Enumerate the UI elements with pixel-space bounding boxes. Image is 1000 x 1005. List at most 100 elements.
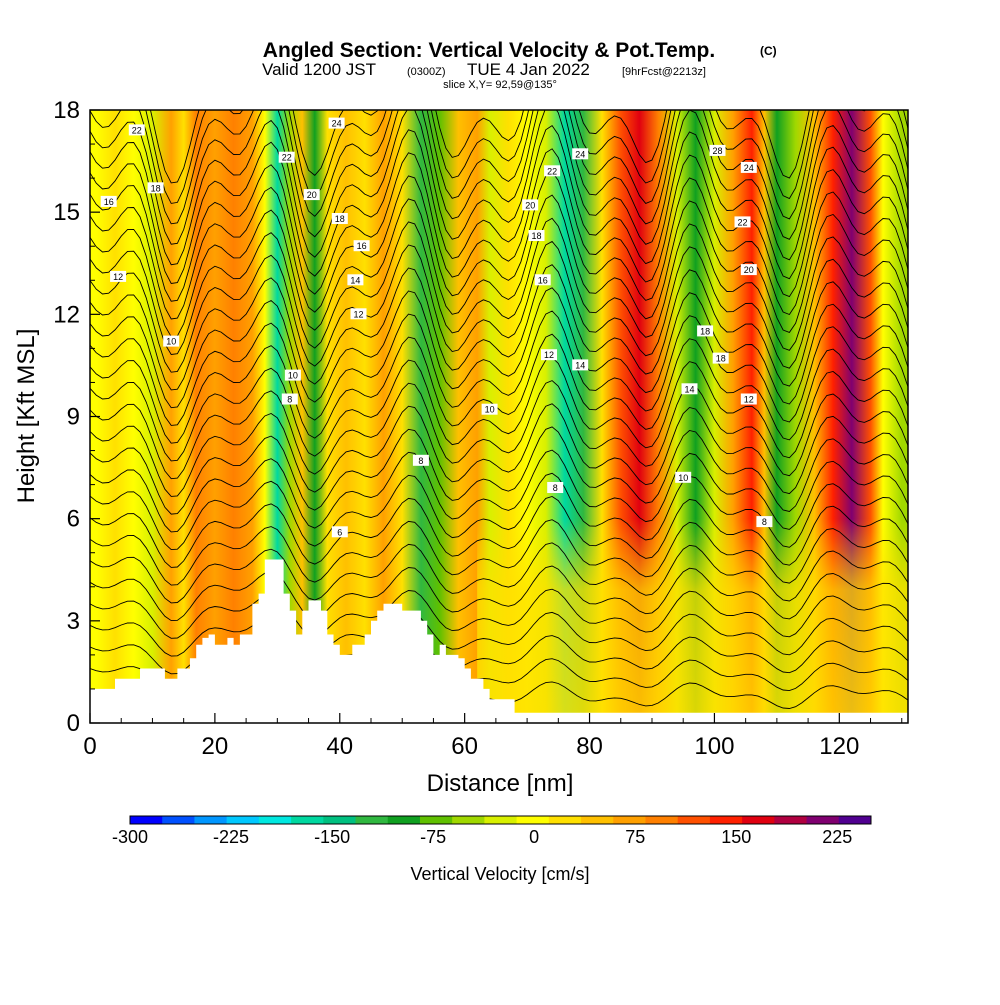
y-tick-label: 0 [67, 710, 80, 737]
contour-label: 12 [740, 393, 757, 405]
x-tick-label: 60 [451, 733, 478, 760]
contour-label: 18 [697, 325, 714, 337]
contour-label-text: 22 [282, 153, 292, 163]
contour-label-bg [528, 230, 545, 241]
colorbar-swatch [291, 816, 324, 824]
pot-temp-isentrope [150, 110, 908, 184]
colorbar-swatch [484, 816, 518, 824]
pot-temp-isentrope [90, 194, 908, 338]
colorbar-swatch [806, 816, 840, 824]
contour-label: 10 [675, 471, 692, 483]
y-tick-label: 6 [67, 506, 80, 533]
terrain-mask [90, 559, 908, 723]
contour-label: 24 [328, 117, 345, 129]
contour-label: 22 [128, 124, 145, 136]
valid-time-label: Valid 1200 JST [262, 60, 376, 79]
pot-temp-isentrope [90, 217, 908, 355]
contour-label-text: 20 [744, 265, 754, 275]
contour-label-bg [412, 454, 429, 466]
contour-label-text: 8 [762, 517, 767, 527]
pot-temp-isentrope [90, 110, 908, 225]
contour-label-bg [697, 325, 714, 337]
contour-label: 16 [534, 274, 551, 286]
contour-label: 20 [522, 199, 539, 211]
contour-label-bg [740, 264, 757, 276]
contour-label-text: 14 [684, 384, 694, 394]
contour-label-text: 8 [287, 395, 292, 405]
x-tick-label: 0 [83, 733, 96, 760]
contour-label-bg [350, 308, 367, 320]
contour-label-text: 28 [712, 146, 722, 156]
pot-temp-isentrope [90, 240, 908, 373]
y-tick-label: 3 [67, 608, 80, 635]
pot-temp-isentrope [90, 333, 908, 444]
contour-label-bg [281, 393, 298, 405]
contour-label: 20 [740, 264, 757, 276]
pot-temp-isentrope [90, 264, 908, 391]
contour-label-bg [572, 359, 589, 371]
colorbar-swatch [774, 816, 808, 824]
contour-label-bg [303, 189, 320, 201]
contour-label-bg [284, 369, 301, 381]
colorbar-swatch [355, 816, 389, 824]
contour-label-bg [347, 274, 364, 286]
contour-label-text: 12 [744, 395, 754, 405]
colorbar-tick-label: -225 [213, 827, 249, 847]
colorbar-tick-label: 0 [529, 827, 539, 847]
contour-label-text: 18 [335, 214, 345, 224]
y-tick-label: 12 [53, 301, 80, 328]
contour-label-text: 12 [353, 309, 363, 319]
colorbar-tick-label: 150 [721, 827, 751, 847]
contour-label-bg [331, 526, 348, 538]
contour-label-text: 18 [716, 354, 726, 364]
contour-label: 22 [544, 165, 561, 177]
contour-label-bg [675, 471, 692, 483]
pot-temp-isentrope [90, 496, 908, 568]
contour-label: 8 [547, 482, 564, 493]
colorbar-swatch [838, 816, 872, 824]
contour-label: 28 [709, 144, 726, 156]
pot-temp-isentrope [90, 519, 908, 586]
contour-label: 10 [284, 369, 301, 381]
contour-label-text: 8 [418, 456, 423, 466]
contour-label: 20 [303, 189, 320, 201]
contour-label-text: 18 [700, 326, 710, 336]
contour-label: 16 [353, 240, 370, 252]
contour-label: 14 [347, 274, 364, 286]
contour-label-text: 10 [288, 371, 298, 381]
colorbar-swatch [162, 816, 195, 824]
x-tick-label: 100 [694, 733, 734, 760]
pot-temp-isentrope [90, 565, 908, 622]
contour-label-bg [734, 216, 751, 228]
colorbar-swatch [677, 816, 711, 824]
contour-label-text: 10 [678, 473, 688, 483]
pot-temp-isentrope [90, 611, 908, 657]
x-tick-label: 40 [326, 733, 353, 760]
pot-temp-isentrope [90, 310, 908, 426]
contour-label-bg [572, 148, 589, 160]
contour-label: 24 [572, 148, 589, 160]
contour-label: 10 [481, 403, 498, 415]
contour-label-bg [541, 349, 557, 361]
pot-temp-isentrope [90, 124, 908, 284]
colorbar-tick-label: -75 [420, 827, 446, 847]
contour-label-bg [756, 516, 773, 528]
contour-label: 14 [681, 383, 698, 395]
contour-label-text: 12 [544, 350, 554, 360]
contour-label-bg [740, 161, 757, 173]
contour-label-bg [481, 403, 498, 415]
contour-label: 8 [281, 393, 298, 405]
x-tick-label: 80 [576, 733, 603, 760]
pot-temp-isentrope [90, 588, 908, 639]
contour-label-text: 18 [531, 231, 541, 241]
pot-temp-contour-labels: 22 24 22 20 18 16 14 12 18 16 12 10 10 8 8 6 24 22 20 18 16 1… [100, 117, 773, 538]
colorbar-swatch [645, 816, 679, 824]
pot-temp-isentrope [145, 110, 908, 204]
contour-label-text: 14 [575, 360, 585, 370]
contour-label-text: 18 [151, 183, 161, 193]
contour-label-text: 14 [350, 275, 360, 285]
colorbar-swatch [613, 816, 646, 824]
low-level-wash [477, 518, 908, 723]
